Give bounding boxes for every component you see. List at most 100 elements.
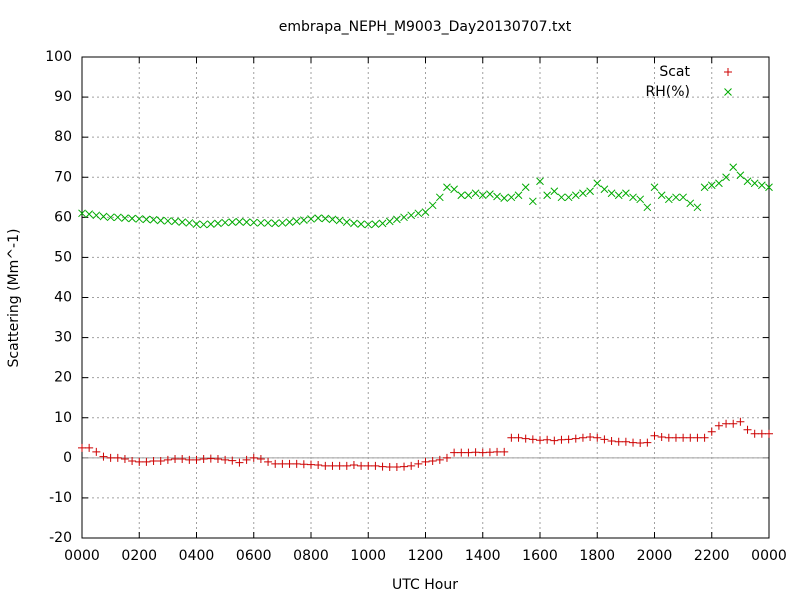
x-tick-label: 1400 [465,548,501,564]
data-point [521,434,530,443]
data-point [307,215,315,223]
data-point [679,193,687,202]
data-point [106,213,115,222]
data-point [285,459,294,468]
data-point [543,435,552,444]
y-tick-label: 40 [54,290,72,306]
data-point [185,455,194,464]
data-point [192,220,201,229]
data-point [443,183,451,192]
data-point [421,457,430,466]
data-point [264,457,273,466]
data-point [457,191,466,200]
data-point [271,219,280,228]
x-tick-label: 2200 [694,548,730,564]
data-point [471,448,480,457]
data-point [299,460,308,469]
data-point [507,433,516,442]
data-point [629,438,638,447]
data-point [571,434,580,443]
x-tick-label: 0200 [121,548,157,564]
data-point [299,216,308,224]
data-point [600,185,609,194]
data-point [149,215,158,224]
y-tick-label: 90 [54,89,72,105]
x-tick-label: 1600 [522,548,558,564]
data-point [85,210,94,218]
data-point [335,216,344,225]
data-point [192,455,201,464]
data-point [765,183,773,192]
legend-label: Scat [659,64,690,80]
data-point [321,461,330,470]
data-point [357,220,365,229]
data-point [614,191,623,200]
data-point [364,220,373,229]
data-point [607,189,616,198]
data-point [707,181,716,190]
data-point [729,163,738,172]
x-tick-label: 0800 [293,548,329,564]
legend-label: RH(%) [646,84,690,100]
data-point [650,183,659,192]
data-point [629,193,637,202]
data-point [378,219,387,228]
data-point [221,455,230,464]
data-point [278,219,287,227]
y-tick-label: 70 [54,169,72,185]
data-point [700,183,709,192]
data-point [715,179,723,188]
data-point [128,214,136,223]
legend-marker [724,88,732,96]
data-point [393,215,401,224]
data-point [256,455,265,464]
data-point [228,456,237,465]
data-point [164,217,172,225]
data-point [407,211,416,220]
data-point [571,191,580,200]
data-point [722,173,730,182]
data-point [664,433,673,442]
data-point [550,436,559,445]
data-point [120,455,129,464]
data-point [307,460,315,469]
y-tick-label: -10 [49,490,72,506]
data-point [700,433,709,442]
data-point [142,215,151,224]
data-point [85,443,94,452]
data-point [579,189,587,198]
data-point [679,433,688,442]
data-point [593,179,602,188]
data-point [385,463,394,472]
data-point [400,213,408,222]
data-point [428,457,437,466]
data-point [285,218,294,226]
data-point [564,193,573,202]
data-point [156,216,165,225]
data-point [693,203,702,212]
y-tick-label: 10 [54,410,72,426]
data-point [757,429,766,438]
data-point [442,453,451,462]
data-point [135,457,144,466]
x-tick-label: 2000 [637,548,673,564]
data-point [578,433,587,442]
data-point [707,427,716,436]
data-point [636,439,645,448]
y-tick-label: 30 [54,330,72,346]
data-point [664,195,673,204]
data-point [213,455,222,464]
data-point [206,454,215,463]
data-point [242,455,251,464]
data-point [528,197,537,206]
data-point [457,448,466,457]
data-point [357,461,366,470]
x-tick-label: 0000 [751,548,787,564]
data-point [471,189,480,198]
data-point [550,187,559,196]
data-point [178,455,187,464]
x-tick-label: 1800 [579,548,615,564]
data-point [428,201,437,210]
x-tick-label: 0400 [179,548,215,564]
